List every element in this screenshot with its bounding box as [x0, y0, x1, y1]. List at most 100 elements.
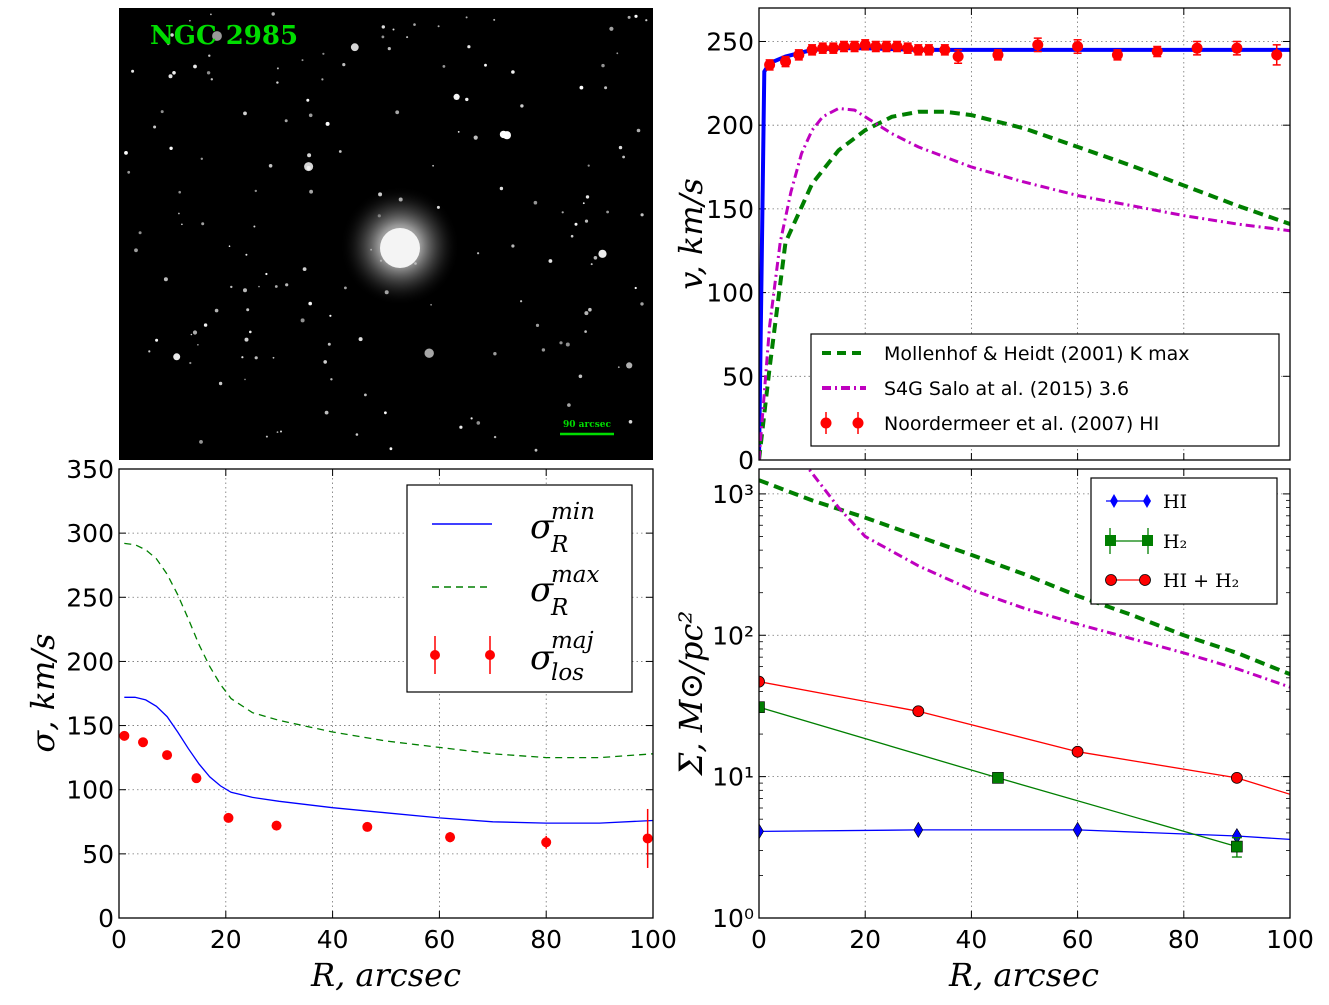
star — [636, 128, 641, 133]
y-tick-label: 50 — [722, 362, 754, 391]
x-tick-label: 40 — [317, 925, 349, 954]
star — [210, 13, 212, 16]
star — [473, 135, 478, 140]
surface-frame — [758, 468, 1291, 919]
x-tick-label: 40 — [955, 925, 987, 954]
y-tick-label: 0 — [98, 904, 114, 933]
dispersion-legend: σ min R σ max R σ maj los — [406, 484, 633, 693]
star — [276, 81, 279, 84]
star — [476, 421, 481, 425]
star — [484, 63, 487, 67]
legend-siglos-label: σ maj los — [530, 628, 594, 686]
sig_los-point — [642, 833, 653, 844]
noordermeer-point — [1151, 46, 1163, 58]
y-tick-label: 300 — [66, 519, 114, 548]
star — [493, 18, 496, 21]
star — [170, 33, 174, 37]
noordermeer-point — [952, 51, 964, 63]
h2-marker — [759, 701, 765, 713]
star — [167, 42, 170, 46]
legend-siglos-symbol: σ — [530, 638, 554, 678]
star — [338, 150, 342, 153]
star — [243, 111, 247, 116]
star — [467, 45, 471, 49]
y-tick-label: 10² — [712, 621, 754, 650]
star — [384, 411, 387, 415]
noordermeer-point — [1191, 42, 1203, 54]
star — [499, 186, 504, 191]
star — [634, 14, 638, 18]
star — [228, 245, 231, 247]
legend-hi-label: HI — [1163, 491, 1187, 513]
star — [258, 285, 260, 288]
galaxy-core — [380, 228, 420, 268]
surface-legend: HI H₂ HI + H₂ — [1090, 477, 1278, 605]
sig_los-point — [191, 773, 202, 784]
star — [617, 366, 620, 369]
total-marker — [912, 705, 925, 718]
legend-total-marker-1 — [1105, 574, 1117, 586]
y-tick-label: 10¹ — [712, 763, 754, 792]
star — [265, 272, 268, 276]
star — [160, 110, 164, 114]
star — [243, 288, 247, 293]
legend-siglos-subscript: los — [551, 660, 584, 686]
star — [588, 307, 592, 312]
sig_los-point — [362, 821, 373, 832]
h2-marker — [1231, 840, 1243, 853]
star — [327, 342, 331, 346]
sig_los-point — [223, 812, 234, 823]
sig_max-line — [124, 542, 653, 759]
star — [406, 36, 409, 39]
star — [640, 302, 644, 306]
star — [271, 12, 275, 16]
x-tick-label: 100 — [629, 925, 677, 954]
star — [181, 223, 183, 226]
star — [324, 410, 329, 415]
legend-sigmax-symbol: σ — [530, 570, 554, 610]
rotation-legend: Mollenhof & Heidt (2001) K max S4G Salo … — [810, 333, 1280, 447]
stellar_36-line — [806, 469, 1290, 689]
total-marker — [759, 675, 765, 688]
y-tick-label: 200 — [66, 647, 114, 676]
star — [628, 420, 633, 424]
legend-total-label: HI + H₂ — [1163, 570, 1239, 592]
star — [582, 202, 585, 205]
star — [593, 255, 598, 260]
y-tick-label: 0 — [738, 446, 754, 475]
x-tick-label: 100 — [1266, 925, 1314, 954]
x-tick-label: 60 — [423, 925, 455, 954]
x-tick-label: 80 — [530, 925, 562, 954]
star — [585, 195, 590, 199]
star — [342, 63, 346, 67]
star — [604, 86, 608, 90]
star — [193, 64, 197, 69]
noordermeer-point — [1072, 41, 1084, 53]
surface-series — [759, 469, 1290, 858]
noordermeer-point — [870, 41, 882, 53]
noordermeer-point — [902, 42, 914, 54]
star — [459, 425, 463, 429]
surface-density-chart: 0 20 40 60 80 100 10⁰ 10¹ 10² 10³ Σ, M⊙/pc² R, ar… — [672, 468, 1314, 994]
star — [230, 285, 233, 289]
dispersion-frame — [118, 468, 654, 919]
x-tick-label: 20 — [210, 925, 242, 954]
star — [559, 341, 563, 345]
star — [308, 301, 313, 306]
rotation-curve-chart: 0 50 100 150 200 250 v, km/s Mollenhof & Heid… — [672, 7, 1291, 475]
star — [304, 162, 314, 172]
star — [329, 314, 332, 317]
legend-sigmin-superscript: min — [551, 499, 595, 525]
star — [285, 283, 289, 287]
dispersion-grid — [119, 469, 653, 918]
hi-marker — [913, 821, 924, 838]
legend-sigmin-label: σ min R — [530, 499, 595, 558]
star — [268, 164, 273, 168]
rotation-frame — [758, 7, 1291, 461]
star — [206, 71, 211, 75]
star — [178, 212, 180, 215]
star — [218, 381, 223, 386]
star — [578, 374, 583, 379]
star — [437, 25, 440, 28]
